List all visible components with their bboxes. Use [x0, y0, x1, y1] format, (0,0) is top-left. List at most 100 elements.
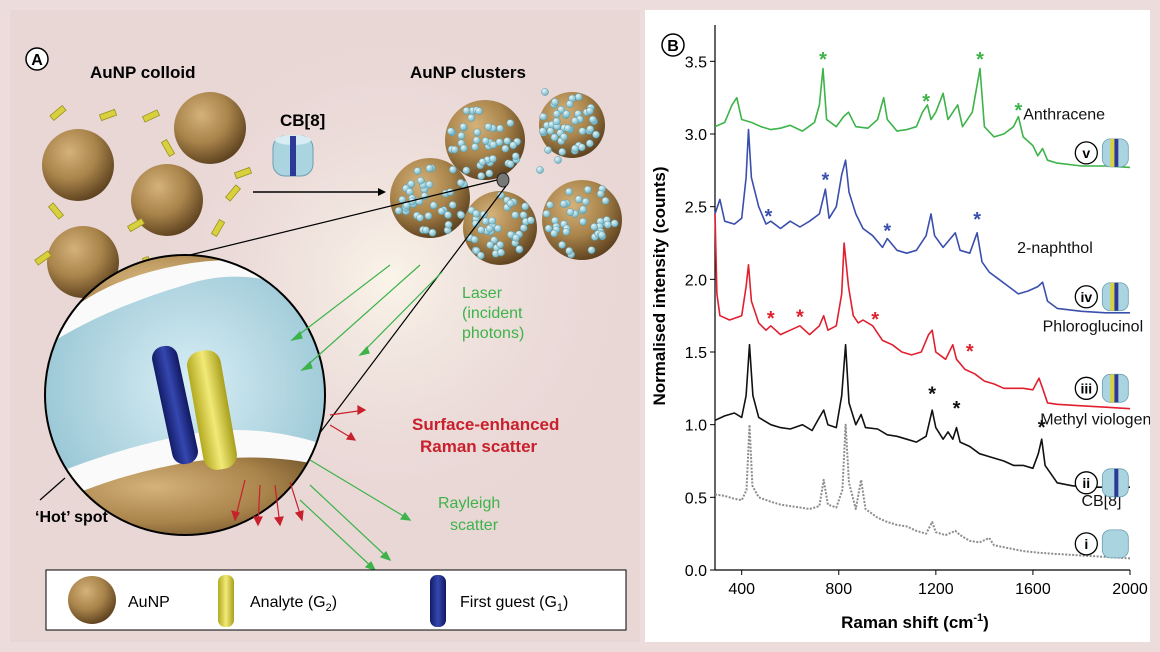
cb8-complex-icon — [1101, 529, 1129, 559]
series-line-2-naphthol — [714, 128, 1130, 314]
peak-marker: * — [953, 398, 961, 420]
x-tick-label: 1600 — [1015, 581, 1051, 598]
series-label-anthracene: Anthracene — [1023, 106, 1105, 123]
y-tick-label: 1.0 — [685, 418, 707, 435]
cb8-complex-icon — [1101, 138, 1129, 168]
series-label-cb-8: CB[8] — [1081, 493, 1121, 510]
numeral-circle — [1074, 141, 1098, 165]
x-axis-label: Raman shift (cm-1) — [841, 612, 989, 632]
numeral-circle — [1074, 376, 1098, 400]
series-line-phloroglucinol — [714, 213, 1131, 410]
rayleigh-label-line-2: scatter — [450, 517, 499, 534]
series-2-naphthol: * * * * 2-naphthol iv — [714, 128, 1130, 314]
x-tick-label: 400 — [728, 581, 755, 598]
peak-marker: * — [928, 383, 936, 405]
peak-marker: * — [883, 221, 891, 243]
laser-label-line-1: Laser — [462, 285, 503, 302]
numeral-label: ii — [1082, 475, 1090, 491]
numeral-circle — [1074, 532, 1098, 556]
legend-aunp-swatch — [68, 576, 116, 624]
numeral-circle — [1074, 471, 1098, 495]
laser-arrows — [290, 264, 443, 371]
aunp-clusters — [390, 88, 622, 265]
numeral-label: i — [1084, 536, 1088, 552]
raman-chart: B 0.0 0.5 1.0 1.5 2.0 2.5 3.0 3.5 400 800 1200 1600… — [650, 25, 1151, 632]
x-tick-label: 2000 — [1112, 581, 1148, 598]
series-label-methyl-viologen: Methyl viologen — [1040, 412, 1150, 429]
panel-a-label: A — [31, 52, 43, 69]
y-tick-label: 1.5 — [685, 345, 707, 362]
hotspot-pointer — [39, 477, 66, 501]
peak-marker: * — [1038, 417, 1046, 439]
y-tick-label: 2.0 — [685, 272, 707, 289]
cb8-complex-icon — [1101, 373, 1129, 403]
series-phloroglucinol: * * * * Phloroglucinol iii — [714, 213, 1144, 410]
peak-marker: * — [966, 341, 974, 363]
x-tick-label: 1200 — [918, 581, 954, 598]
peak-marker: * — [819, 49, 827, 71]
peak-marker: * — [976, 49, 984, 71]
sers-label-line-1: Surface-enhanced — [412, 415, 559, 434]
peak-marker: * — [796, 306, 804, 328]
laser-label-line-2: (incident — [462, 305, 523, 322]
panel-a-illustration: A AuNP colloid CB[8] AuNP clusters — [25, 20, 640, 631]
legend-guest-label: First guest (G1) — [460, 594, 568, 614]
peak-marker: * — [871, 309, 879, 331]
numeral-label: iii — [1080, 380, 1092, 396]
legend-analyte-label: Analyte (G2) — [250, 594, 337, 614]
legend-aunp-label: AuNP — [128, 594, 170, 611]
legend-box: AuNP Analyte (G2) First guest (G1) — [45, 569, 627, 631]
series-line-anthracene — [714, 67, 1131, 169]
y-tick-label: 2.5 — [685, 200, 707, 217]
series-cb-8: CB[8] i — [714, 423, 1131, 560]
rayleigh-arrows — [299, 459, 412, 572]
numeral-label: v — [1082, 145, 1090, 161]
numeral-label: iv — [1080, 289, 1092, 305]
peak-marker: * — [822, 170, 830, 192]
y-tick-label: 3.5 — [685, 54, 707, 71]
aunp-colloid — [34, 92, 253, 298]
zoom-spot — [496, 172, 510, 188]
reaction-arrow-head — [378, 188, 386, 196]
legend-analyte-swatch — [218, 575, 234, 627]
panel-a-label-circle — [25, 47, 49, 71]
legend-guest-swatch — [430, 575, 446, 627]
zoom-line-bottom — [312, 185, 507, 443]
y-tick-label: 0.5 — [685, 490, 707, 507]
panel-b-label-circle — [661, 33, 685, 57]
colloid-title: AuNP colloid — [90, 63, 195, 82]
panel-b: B 0.0 0.5 1.0 1.5 2.0 2.5 3.0 3.5 400 800 1200 1600… — [645, 10, 1151, 642]
series-line-cb-8 — [714, 423, 1131, 560]
cb8-complex-icon — [1101, 468, 1129, 498]
zoom-line-top — [189, 179, 498, 256]
peak-marker: * — [922, 91, 930, 113]
hotspot-label: ‘Hot’ spot — [35, 509, 109, 526]
reagent-label: CB[8] — [280, 111, 325, 130]
cb8-icon — [272, 135, 314, 177]
peak-marker: * — [767, 308, 775, 330]
rayleigh-label-line-1: Rayleigh — [438, 495, 500, 512]
y-axis-label: Normalised intensity (counts) — [650, 167, 669, 406]
numeral-circle — [1074, 285, 1098, 309]
y-tick-label: 0.0 — [685, 563, 707, 580]
panel-a: A AuNP colloid CB[8] AuNP clusters — [10, 10, 640, 642]
sers-arrows — [231, 404, 367, 527]
laser-label-line-3: photons) — [462, 325, 524, 342]
peak-marker: * — [1014, 100, 1022, 122]
series-label-2-naphthol: 2-naphthol — [1017, 240, 1093, 257]
series-label-phloroglucinol: Phloroglucinol — [1043, 319, 1144, 336]
panel-b-label: B — [667, 38, 679, 55]
clusters-title: AuNP clusters — [410, 63, 526, 82]
x-tick-label: 800 — [825, 581, 852, 598]
peak-marker: * — [973, 209, 981, 231]
y-tick-label: 3.0 — [685, 127, 707, 144]
series-line-methyl-viologen — [714, 343, 1130, 488]
peak-marker: * — [764, 206, 772, 228]
sers-label-line-2: Raman scatter — [420, 437, 538, 456]
cb8-complex-icon — [1101, 282, 1129, 312]
chart-axes: 0.0 0.5 1.0 1.5 2.0 2.5 3.0 3.5 400 800 1200 1600 20… — [685, 25, 1148, 598]
